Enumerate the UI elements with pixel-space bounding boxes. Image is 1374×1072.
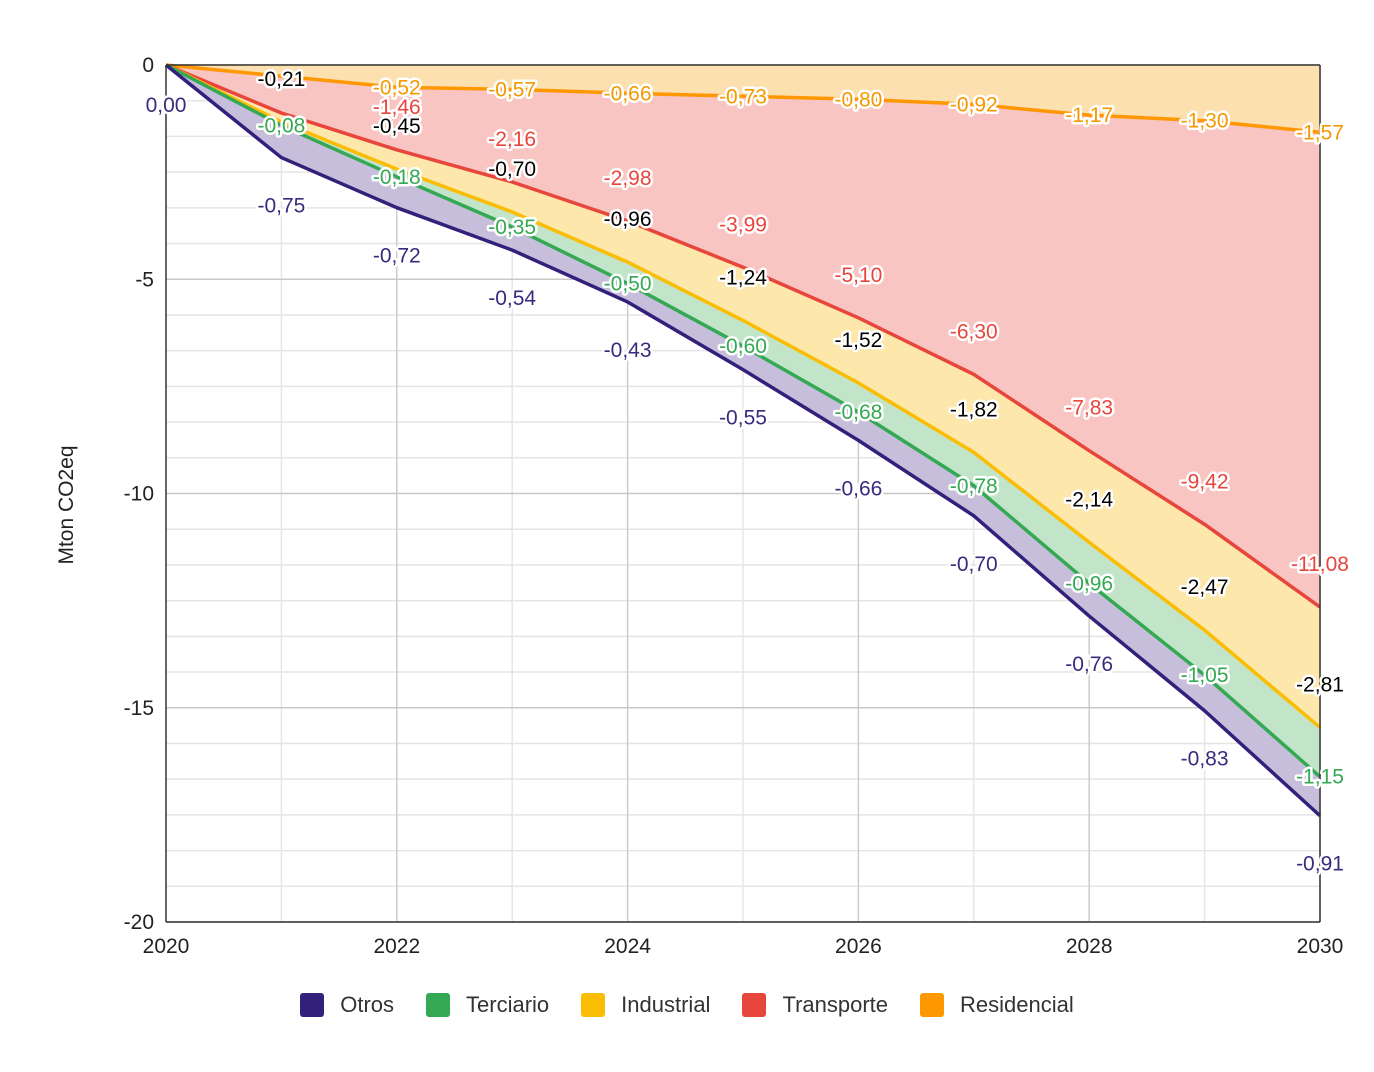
data-label-transporte: -9,42 — [1181, 470, 1229, 493]
line-terciario — [165, 63, 1322, 779]
data-label-terciario: -1,05 — [1181, 664, 1229, 687]
data-label-terciario: -0,35 — [488, 216, 536, 239]
legend-swatch — [581, 993, 606, 1017]
y-tick-label: -15 — [124, 697, 154, 720]
data-label-otros: -0,83 — [1181, 748, 1229, 771]
data-label-otros: -0,70 — [950, 553, 998, 576]
area-otros — [166, 65, 1320, 816]
data-label-residencial: -0,80 — [834, 88, 882, 111]
data-label-terciario: -0,68 — [834, 401, 882, 424]
data-label-residencial: -0,57 — [488, 78, 536, 101]
data-label-terciario: -0,96 — [1065, 572, 1113, 595]
data-label-residencial: -0,52 — [373, 76, 421, 99]
data-label-terciario: -0,60 — [719, 335, 767, 358]
data-label-transporte: -11,08 — [1291, 553, 1349, 576]
legend-swatch — [300, 993, 325, 1017]
data-label-residencial: -0,92 — [950, 93, 998, 116]
data-label-residencial: -1,30 — [1181, 110, 1229, 133]
data-label-otros: -0,75 — [257, 195, 305, 218]
data-label-otros: -0,43 — [604, 339, 652, 362]
data-label-transporte: -2,98 — [604, 167, 652, 190]
y-tick-label: -5 — [135, 268, 154, 291]
data-label-transporte: -2,16 — [488, 128, 536, 151]
data-label-transporte: -6,30 — [950, 320, 998, 343]
legend-item-terciario[interactable]: Terciario — [426, 992, 549, 1018]
data-label-residencial: -1,17 — [1065, 104, 1113, 127]
data-label-transporte: -7,83 — [1065, 397, 1113, 420]
data-label-industrial: -2,47 — [1181, 576, 1229, 599]
data-label-terciario: -1,15 — [1296, 766, 1344, 789]
legend-item-otros[interactable]: Otros — [300, 992, 394, 1018]
legend-item-transporte[interactable]: Transporte — [742, 992, 888, 1018]
legend-label: Terciario — [466, 992, 550, 1017]
data-label-otros: -0,55 — [719, 407, 767, 430]
data-label-otros: 0,00 — [146, 94, 187, 117]
x-tick-label: 2020 — [143, 935, 190, 958]
y-axis-label: Mton CO2eq — [55, 445, 78, 564]
line-transporte — [165, 63, 1322, 609]
y-tick-label: -10 — [124, 483, 154, 506]
data-label-transporte: -1,46 — [373, 96, 421, 119]
legend-label: Transporte — [782, 992, 889, 1017]
data-label-otros: -0,54 — [488, 287, 536, 310]
data-label-residencial: -1,57 — [1296, 121, 1344, 144]
x-tick-label: 2022 — [373, 935, 420, 958]
data-label-industrial: -1,52 — [834, 329, 882, 352]
line-otros — [164, 63, 1322, 818]
data-label-industrial: -1,24 — [719, 266, 767, 289]
data-label-industrial: -0,70 — [488, 158, 536, 181]
x-tick-label: 2026 — [835, 935, 882, 958]
legend-item-residencial[interactable]: Residencial — [920, 992, 1074, 1018]
data-label-residencial: -0,66 — [604, 82, 652, 105]
data-label-industrial: -2,81 — [1296, 673, 1344, 696]
line-residencial — [165, 63, 1321, 135]
area-transporte — [166, 65, 1320, 608]
legend-label: Industrial — [621, 992, 711, 1017]
y-tick-label: -20 — [124, 911, 154, 934]
legend-label: Residencial — [960, 992, 1074, 1017]
data-label-industrial: -2,14 — [1065, 488, 1113, 511]
data-label-transporte: -5,10 — [834, 264, 882, 287]
data-label-terciario: -0,50 — [604, 273, 652, 296]
legend: Otros Terciario Industrial Transporte Reside… — [0, 992, 1374, 1018]
data-label-transporte: -3,99 — [719, 213, 767, 236]
legend-label: Otros — [340, 992, 395, 1017]
data-label-residencial: -0,73 — [719, 85, 767, 108]
data-label-industrial: -0,96 — [604, 208, 652, 231]
data-label-terciario: -0,18 — [373, 166, 421, 189]
data-label-terciario: -0,08 — [257, 114, 305, 137]
legend-item-industrial[interactable]: Industrial — [581, 992, 710, 1018]
data-label-industrial: -0,21 — [257, 68, 305, 91]
area-residencial — [166, 65, 1320, 133]
legend-swatch — [742, 993, 767, 1017]
data-label-otros: -0,91 — [1296, 853, 1344, 876]
x-tick-label: 2030 — [1297, 935, 1344, 958]
data-label-terciario: -0,78 — [950, 475, 998, 498]
data-label-industrial: -0,45 — [373, 115, 421, 138]
x-tick-label: 2024 — [604, 935, 651, 958]
data-label-industrial: -1,82 — [950, 398, 998, 421]
data-label-otros: -0,72 — [373, 245, 421, 268]
y-tick-label: 0 — [142, 54, 154, 77]
x-tick-label: 2028 — [1066, 935, 1113, 958]
data-label-otros: -0,66 — [834, 477, 882, 500]
legend-swatch — [920, 993, 945, 1017]
line-industrial — [165, 63, 1322, 729]
legend-swatch — [426, 993, 451, 1017]
data-label-otros: -0,76 — [1065, 653, 1113, 676]
